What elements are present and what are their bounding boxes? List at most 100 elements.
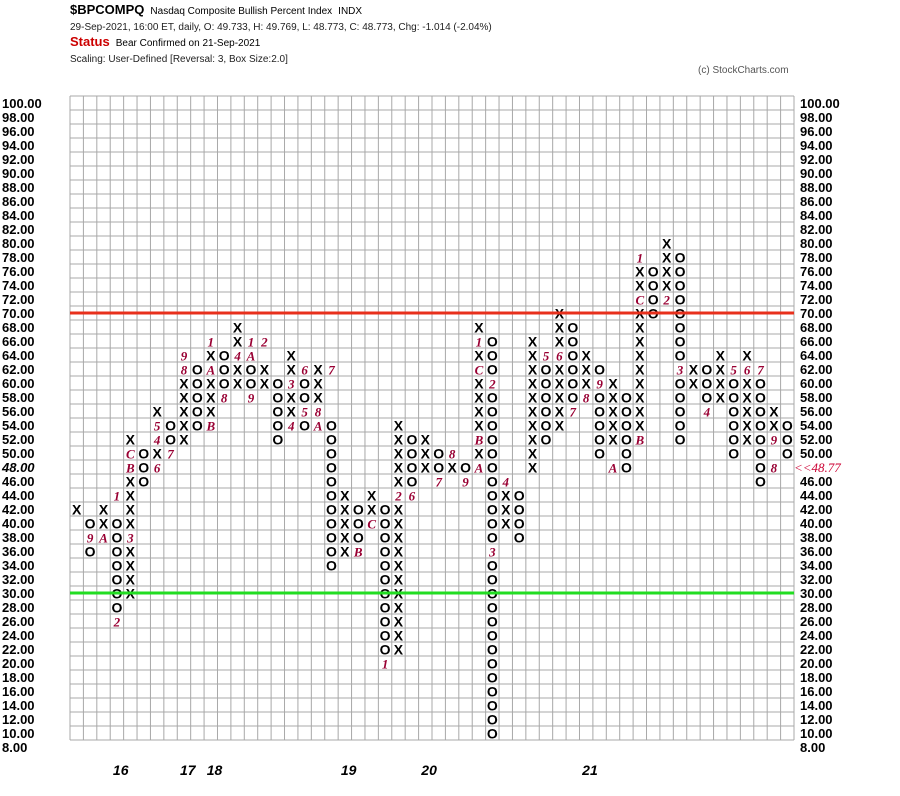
- o-box: O: [406, 474, 417, 490]
- y-tick-label-right: 46.00: [800, 474, 833, 489]
- x-box: X: [582, 376, 592, 392]
- o-box: O: [272, 404, 283, 420]
- o-box: O: [675, 432, 686, 448]
- y-tick-label-right: 56.00: [800, 404, 833, 419]
- o-box: O: [326, 446, 337, 462]
- o-box: O: [514, 488, 525, 504]
- o-box: O: [433, 446, 444, 462]
- y-tick-label-right: 80.00: [800, 236, 833, 251]
- o-box: O: [138, 460, 149, 476]
- y-tick-label-right: 100.00: [800, 96, 840, 111]
- o-box: O: [675, 264, 686, 280]
- copyright-label: (c) StockCharts.com: [698, 65, 789, 76]
- x-box: X: [394, 530, 404, 546]
- o-box: O: [487, 530, 498, 546]
- o-box: O: [541, 390, 552, 406]
- x-box: X: [179, 432, 189, 448]
- y-tick-label-right: 16.00: [800, 684, 833, 699]
- month-marker: 6: [744, 363, 751, 378]
- o-box: O: [192, 376, 203, 392]
- x-box: X: [287, 362, 297, 378]
- y-tick-label-right: 96.00: [800, 124, 833, 139]
- y-tick-label-right: 20.00: [800, 656, 833, 671]
- month-marker: B: [474, 433, 484, 448]
- month-marker: 9: [771, 433, 778, 448]
- month-marker: 8: [771, 461, 778, 476]
- x-box: X: [206, 390, 216, 406]
- x-box: X: [126, 474, 136, 490]
- y-tick-label-right: 24.00: [800, 628, 833, 643]
- x-box: X: [528, 362, 538, 378]
- y-tick-label-right: 58.00: [800, 390, 833, 405]
- x-box: X: [126, 572, 136, 588]
- o-box: O: [594, 432, 605, 448]
- o-box: O: [380, 544, 391, 560]
- x-box: X: [313, 376, 323, 392]
- x-box: X: [528, 418, 538, 434]
- o-box: O: [326, 516, 337, 532]
- y-tick-label-right: 98.00: [800, 110, 833, 125]
- x-box: X: [555, 376, 565, 392]
- quote-line: 29-Sep-2021, 16:00 ET, daily, O: 49.733,…: [70, 22, 492, 33]
- x-box: X: [367, 488, 377, 504]
- x-box: X: [206, 404, 216, 420]
- x-year-label: 19: [341, 762, 357, 778]
- o-box: O: [487, 684, 498, 700]
- y-tick-label-right: 64.00: [800, 348, 833, 363]
- o-box: O: [487, 628, 498, 644]
- x-box: X: [394, 432, 404, 448]
- x-box: X: [528, 432, 538, 448]
- x-box: X: [179, 390, 189, 406]
- scaling-info: Scaling: User-Defined [Reversal: 3, Box …: [70, 54, 288, 65]
- o-box: O: [111, 572, 122, 588]
- o-box: O: [192, 362, 203, 378]
- o-box: O: [755, 418, 766, 434]
- x-box: X: [528, 446, 538, 462]
- o-box: O: [487, 474, 498, 490]
- o-box: O: [755, 460, 766, 476]
- o-box: O: [299, 376, 310, 392]
- o-box: O: [299, 390, 310, 406]
- o-box: O: [701, 390, 712, 406]
- y-tick-label-right: 30.00: [800, 586, 833, 601]
- x-box: X: [394, 446, 404, 462]
- month-marker: A: [98, 531, 108, 546]
- y-tick-label-left: 78.00: [2, 250, 35, 265]
- o-box: O: [406, 460, 417, 476]
- o-box: O: [138, 474, 149, 490]
- o-box: O: [487, 558, 498, 574]
- month-marker: 5: [154, 419, 161, 434]
- o-box: O: [111, 544, 122, 560]
- x-box: X: [474, 446, 484, 462]
- y-tick-label-right: 12.00: [800, 712, 833, 727]
- o-box: O: [272, 418, 283, 434]
- x-box: X: [635, 404, 645, 420]
- y-tick-label-right: 54.00: [800, 418, 833, 433]
- o-box: O: [326, 558, 337, 574]
- y-tick-label-right: 94.00: [800, 138, 833, 153]
- x-box: X: [394, 628, 404, 644]
- o-box: O: [594, 362, 605, 378]
- x-box: X: [126, 544, 136, 560]
- o-box: O: [380, 614, 391, 630]
- x-box: X: [528, 404, 538, 420]
- o-box: O: [541, 404, 552, 420]
- month-marker: 1: [476, 335, 483, 350]
- x-box: X: [313, 362, 323, 378]
- x-box: X: [233, 320, 243, 336]
- o-box: O: [675, 320, 686, 336]
- o-box: O: [326, 432, 337, 448]
- o-box: O: [380, 628, 391, 644]
- month-marker: 9: [596, 377, 603, 392]
- month-marker: 8: [449, 447, 456, 462]
- o-box: O: [380, 530, 391, 546]
- x-box: X: [474, 390, 484, 406]
- o-box: O: [487, 572, 498, 588]
- x-box: X: [582, 348, 592, 364]
- o-box: O: [621, 432, 632, 448]
- month-marker: A: [608, 461, 618, 476]
- month-marker: 2: [488, 377, 496, 392]
- x-box: X: [662, 236, 672, 252]
- month-marker: A: [205, 363, 215, 378]
- x-box: X: [635, 348, 645, 364]
